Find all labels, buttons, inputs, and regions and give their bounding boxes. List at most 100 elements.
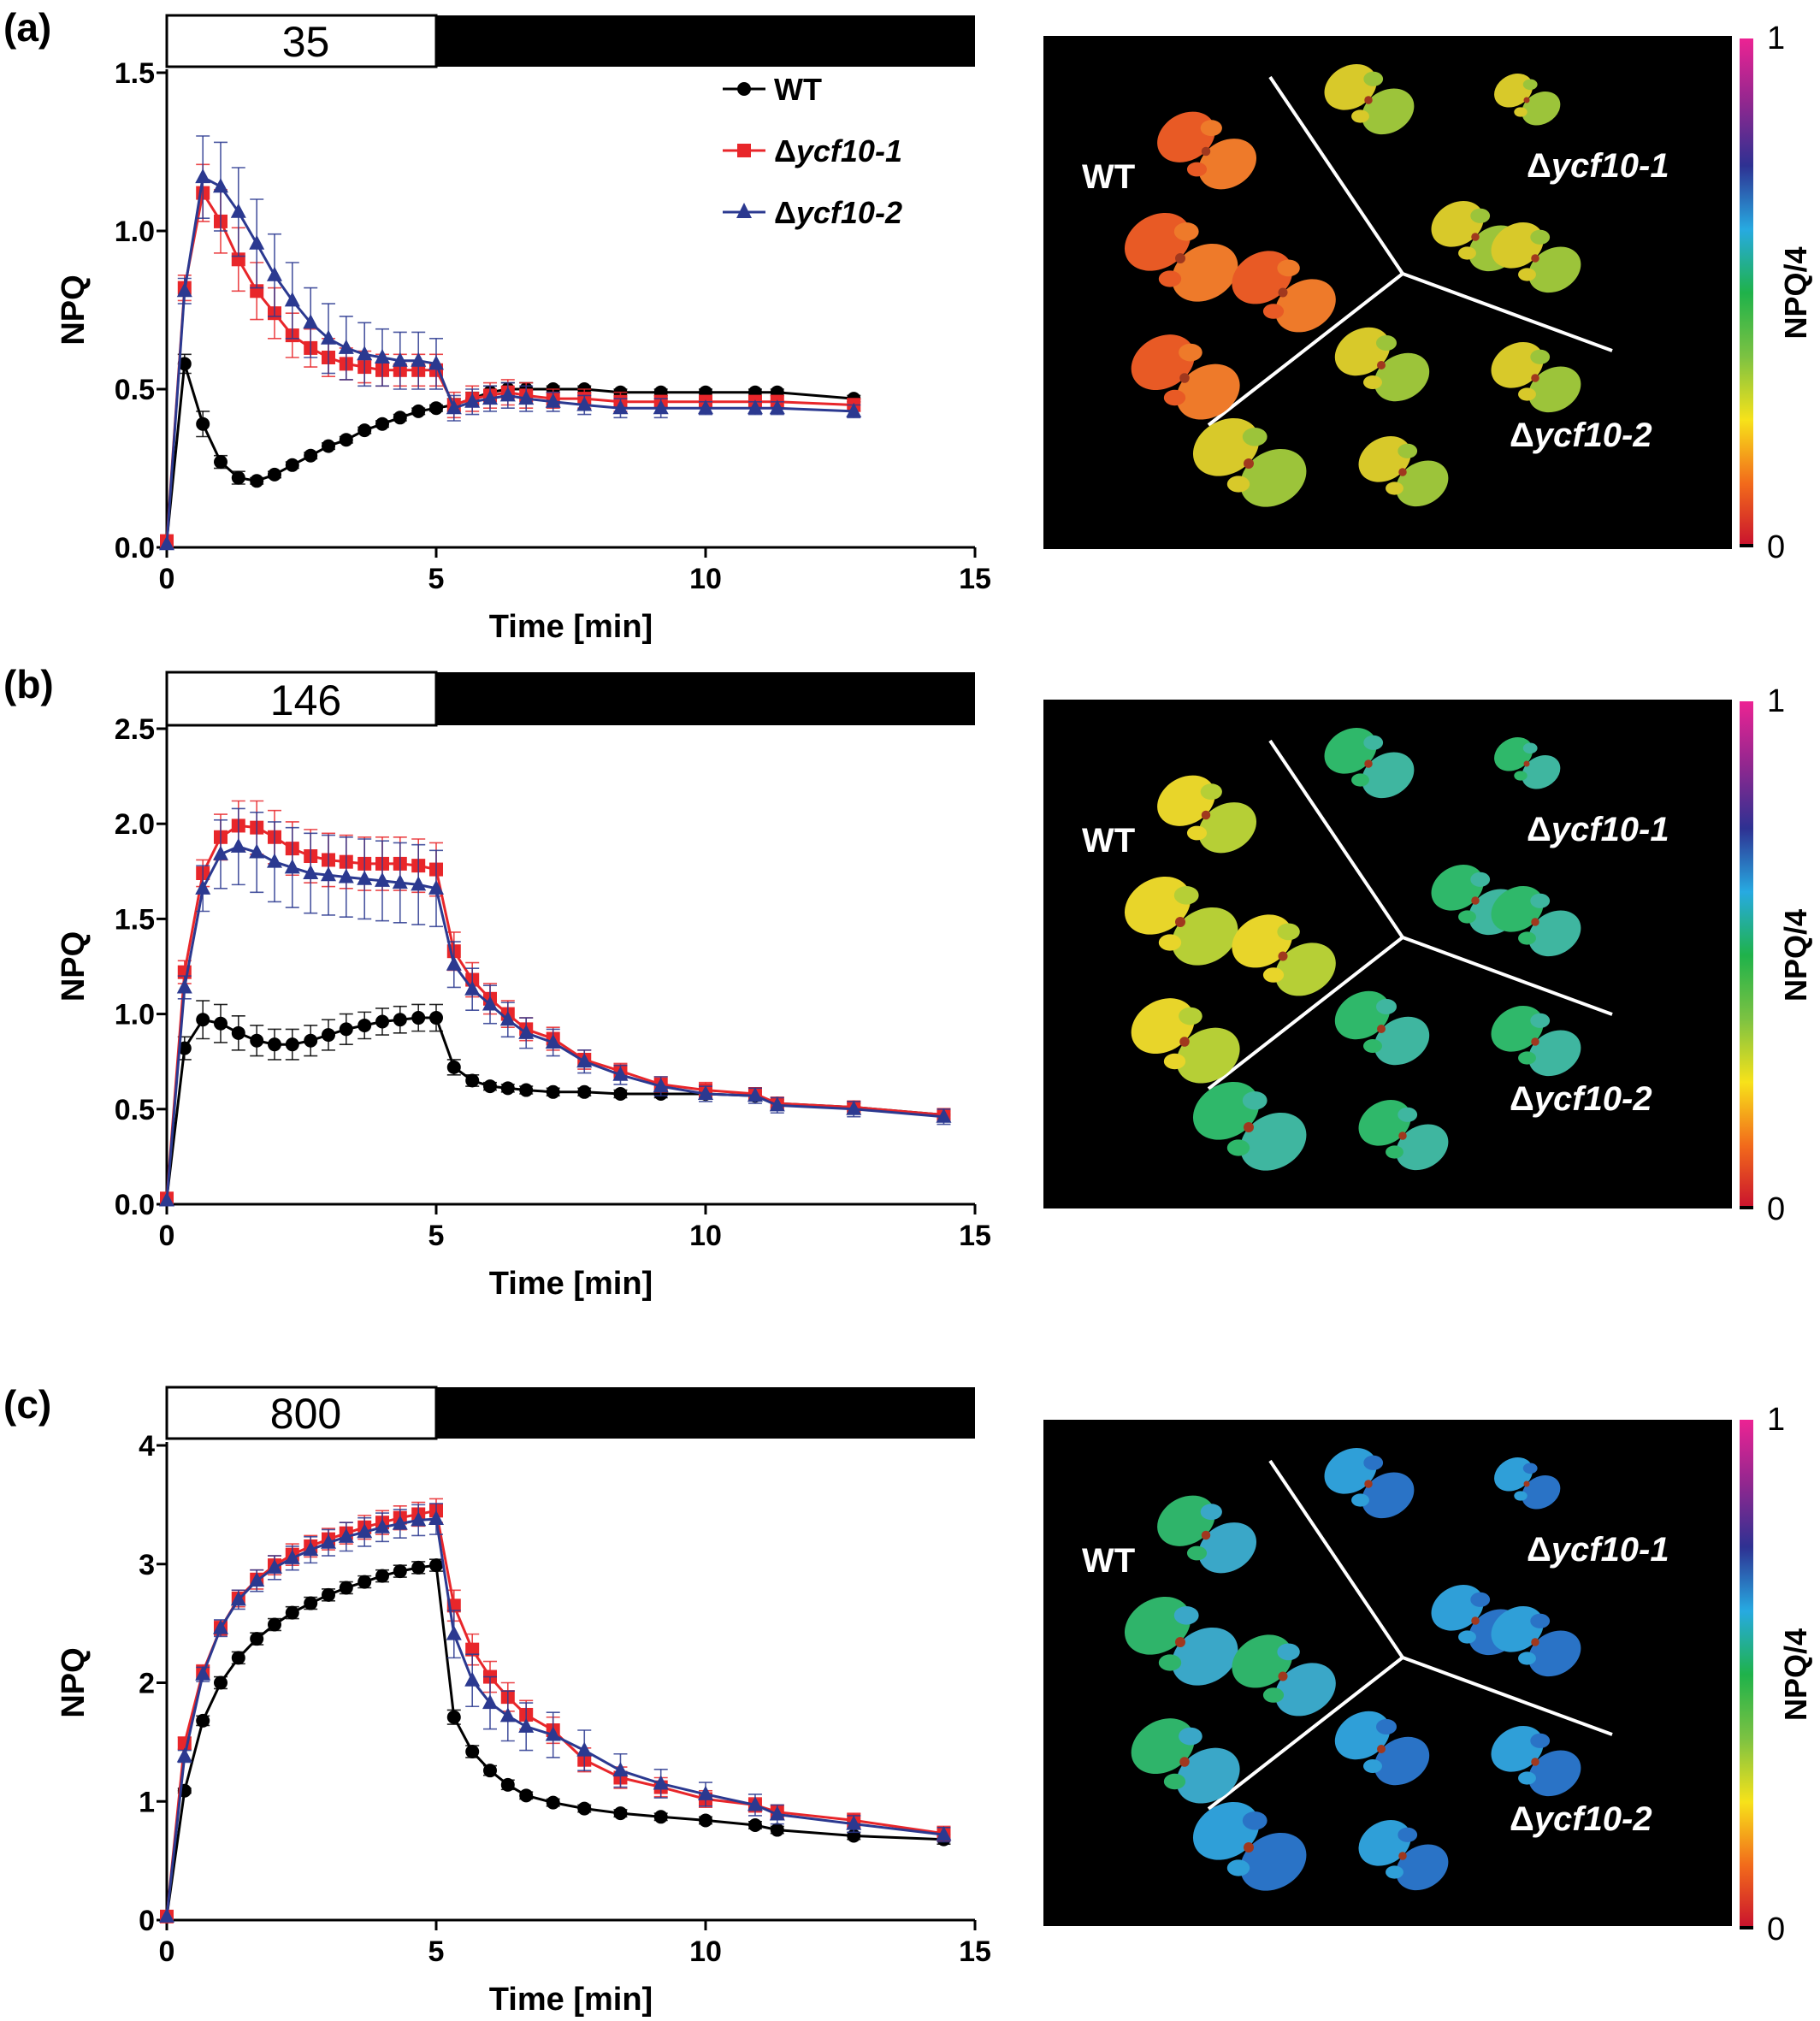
data-point — [465, 1744, 480, 1758]
data-point — [769, 1805, 785, 1821]
data-point — [230, 837, 246, 853]
seedling — [1491, 1725, 1581, 1797]
data-point — [846, 1100, 862, 1115]
data-point — [267, 1558, 282, 1574]
data-point — [411, 1011, 426, 1025]
data-point — [519, 1083, 534, 1097]
data-point — [176, 282, 192, 298]
data-point — [177, 1041, 192, 1055]
seedling — [1491, 1005, 1581, 1077]
image-label-ycf10-1: Δycf10-1 — [1527, 1531, 1669, 1569]
y-axis-label: NPQ — [56, 931, 92, 1002]
seedling — [1334, 990, 1430, 1066]
legend-marker — [736, 203, 752, 218]
data-point — [357, 346, 373, 361]
series-line — [165, 1509, 944, 1917]
colorbar-max-label: 1 — [1767, 683, 1785, 719]
data-point — [392, 352, 408, 367]
seedling — [1131, 998, 1240, 1084]
data-point — [546, 1795, 560, 1810]
series-ycf2 — [159, 1503, 952, 1923]
seedling — [1494, 737, 1561, 789]
y-tick-label: 0.0 — [115, 1189, 155, 1221]
data-point — [338, 1528, 354, 1543]
data-point — [446, 955, 462, 971]
data-point — [177, 357, 192, 371]
data-point — [464, 393, 481, 408]
data-point — [699, 1813, 712, 1828]
panel-letter: (b) — [3, 662, 54, 706]
data-point — [375, 872, 390, 887]
data-point — [339, 433, 353, 447]
y-tick-label: 0.5 — [115, 1094, 155, 1126]
data-point — [393, 1013, 407, 1027]
data-point — [358, 1018, 372, 1032]
data-point — [339, 1022, 353, 1037]
seedling — [1232, 914, 1336, 996]
colorbar-min-label: 0 — [1767, 1912, 1785, 1947]
data-point — [428, 879, 444, 895]
seedling — [1358, 1099, 1449, 1171]
colorbar-max-label: 1 — [1767, 1402, 1785, 1438]
data-point — [429, 1558, 443, 1573]
data-point — [393, 1564, 407, 1579]
data-point — [214, 1675, 228, 1690]
data-point — [612, 1762, 629, 1777]
data-point — [303, 314, 319, 329]
seedling — [1192, 1801, 1307, 1891]
data-point — [214, 455, 228, 470]
seedling — [1157, 111, 1256, 190]
data-point — [213, 1619, 228, 1634]
seedling — [1334, 1711, 1430, 1786]
data-point — [429, 401, 443, 416]
light-bar — [165, 1386, 438, 1440]
data-point — [518, 1717, 535, 1733]
light-intensity-label: 35 — [282, 18, 330, 66]
x-tick-label: 10 — [689, 1220, 722, 1252]
data-point — [576, 1741, 593, 1757]
data-point — [428, 355, 444, 370]
data-point — [769, 399, 785, 415]
image-label-ycf10-2: Δycf10-2 — [1510, 417, 1652, 454]
data-point — [613, 1087, 628, 1102]
y-tick-label: 1 — [139, 1786, 155, 1818]
colorbar — [1740, 38, 1753, 547]
data-point — [195, 879, 211, 895]
image-label-ycf10-2: Δycf10-2 — [1510, 1800, 1652, 1838]
colorbar — [1740, 1420, 1753, 1929]
x-tick-label: 5 — [428, 563, 445, 595]
series-ycf2 — [159, 135, 862, 551]
data-point — [249, 234, 265, 250]
data-point — [546, 1084, 560, 1099]
x-tick-label: 5 — [428, 1935, 445, 1968]
x-axis-label: Time [min] — [489, 1266, 653, 1302]
data-point — [428, 1510, 444, 1526]
data-point — [846, 1815, 862, 1830]
series-line — [165, 174, 854, 545]
data-point — [195, 1665, 211, 1681]
colorbar-zero-band — [1740, 1926, 1753, 1929]
image-label-wt: WT — [1082, 158, 1135, 196]
seedling — [1124, 876, 1238, 966]
image-label-wt: WT — [1082, 1542, 1135, 1580]
seedling — [1324, 727, 1415, 799]
data-point — [231, 1651, 245, 1665]
data-point — [230, 203, 246, 218]
y-tick-label: 1.5 — [115, 57, 155, 90]
legend-entry: Δycf10-1 — [774, 133, 902, 168]
seedling — [1124, 1596, 1238, 1686]
data-point — [576, 1053, 593, 1068]
data-point — [446, 1710, 461, 1724]
series-wt — [160, 1000, 951, 1206]
data-point — [284, 292, 300, 307]
data-point — [545, 1033, 561, 1049]
data-point — [698, 1785, 713, 1800]
y-tick-label: 3 — [139, 1549, 155, 1581]
x-tick-label: 10 — [689, 563, 722, 595]
data-point — [411, 1511, 427, 1527]
data-point — [249, 1572, 265, 1587]
data-point — [339, 1581, 353, 1595]
